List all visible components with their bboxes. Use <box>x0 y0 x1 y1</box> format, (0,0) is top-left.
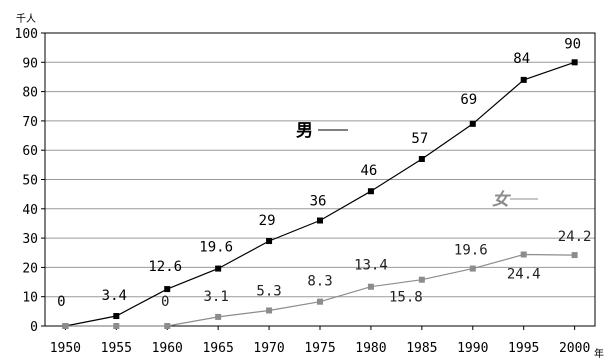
data-label: 13.4 <box>354 258 388 274</box>
data-point <box>418 155 425 162</box>
data-label: 36 <box>310 194 327 210</box>
data-point <box>571 59 578 66</box>
data-point <box>367 188 374 195</box>
data-label: 90 <box>564 36 581 52</box>
data-point <box>164 323 171 329</box>
data-point <box>113 323 120 329</box>
data-label: 69 <box>460 92 477 108</box>
x-tick-label: 1990 <box>457 341 488 356</box>
y-tick-label: 20 <box>22 261 38 276</box>
data-label: 29 <box>259 213 276 229</box>
y-axis-unit: 千人 <box>16 13 36 25</box>
data-point <box>520 76 527 83</box>
data-point <box>215 265 222 272</box>
data-label: 19.6 <box>199 240 233 256</box>
data-label: 0 <box>57 294 65 310</box>
data-label: 19.6 <box>454 243 488 259</box>
x-tick-label: 2000 <box>559 341 590 356</box>
data-point <box>418 276 425 283</box>
x-tick-label: 1975 <box>304 341 335 356</box>
data-point <box>317 217 323 224</box>
y-tick-label: 60 <box>22 144 38 159</box>
data-point <box>317 298 323 305</box>
series-female: 0 3.1 5.3 8.3 13.415.8 19.6 24.4 24.2 女 <box>62 190 591 329</box>
y-tick-label: 50 <box>22 174 38 189</box>
x-tick-label: 1965 <box>202 341 233 356</box>
data-label: 8.3 <box>307 274 332 290</box>
y-tick-label: 10 <box>22 291 38 306</box>
data-label: 15.8 <box>389 290 423 306</box>
series-name-label: 男 <box>296 121 313 141</box>
x-tick-label: 1955 <box>101 341 132 356</box>
data-point <box>367 283 374 290</box>
y-tick-label: 0 <box>30 320 38 335</box>
series-name-label: 女 <box>492 190 512 210</box>
data-label: 24.2 <box>558 229 592 245</box>
data-point <box>469 120 476 127</box>
series-male: 0 3.4 12.6 19.6 29 36 46 57 69 84 90 男 <box>57 36 581 329</box>
data-point <box>113 313 120 320</box>
data-label: 3.1 <box>203 289 228 305</box>
x-axis-ticks: 1950 1955 1960 1965 1970 1975 1980 1985 1990 1995… <box>50 326 590 356</box>
data-label: 3.4 <box>102 288 127 304</box>
data-label: 5.3 <box>256 283 281 299</box>
data-label: 12.6 <box>148 259 182 275</box>
y-tick-label: 100 <box>15 27 38 42</box>
data-label: 46 <box>360 163 377 179</box>
data-label: 24.4 <box>507 267 541 283</box>
y-tick-label: 30 <box>22 232 38 247</box>
data-label: 0 <box>161 294 169 310</box>
data-point <box>571 252 578 259</box>
y-tick-label: 40 <box>22 203 38 218</box>
data-point <box>266 307 273 314</box>
series-line <box>65 253 575 327</box>
x-tick-label: 1970 <box>253 341 284 356</box>
data-point <box>266 238 273 245</box>
y-tick-label: 70 <box>22 115 38 130</box>
y-axis-ticks: 0 10 20 30 40 50 60 70 80 90 100 <box>15 27 45 335</box>
data-point <box>215 313 222 320</box>
x-tick-label: 1950 <box>50 341 81 356</box>
data-label: 57 <box>411 131 428 147</box>
x-tick-label: 1985 <box>406 341 437 356</box>
data-point <box>164 286 171 293</box>
y-tick-label: 90 <box>22 56 38 71</box>
x-tick-label: 1980 <box>355 341 386 356</box>
data-point <box>469 265 476 272</box>
x-axis-unit: 年 <box>594 347 604 358</box>
y-tick-label: 80 <box>22 86 38 101</box>
data-label: 84 <box>513 51 530 67</box>
x-tick-label: 1960 <box>152 341 183 356</box>
x-tick-label: 1995 <box>508 341 539 356</box>
data-point <box>520 251 527 258</box>
plot-area: 0 3.4 12.6 19.6 29 36 46 57 69 84 90 男 0 3.1 5.3 8.3 13.… <box>57 36 591 329</box>
data-point <box>62 323 69 329</box>
